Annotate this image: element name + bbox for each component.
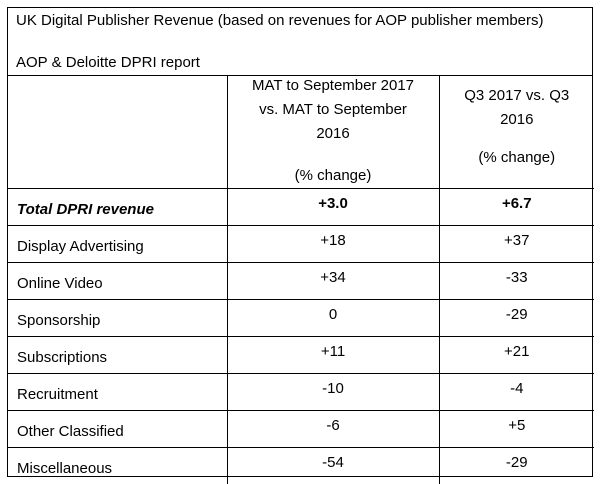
- table-row: Sponsorship 0 -29: [8, 300, 594, 337]
- row-mat-value: 0: [228, 300, 439, 323]
- row-q3-value: -33: [440, 263, 595, 286]
- row-q3-value: -4: [440, 374, 595, 397]
- header-mat: MAT to September 2017 vs. MAT to Septemb…: [227, 76, 439, 189]
- row-q3-value: -29: [440, 448, 595, 471]
- row-q3-value: +21: [440, 337, 595, 360]
- table-subtitle: AOP & Deloitte DPRI report: [16, 54, 200, 71]
- row-label: Other Classified: [8, 411, 227, 440]
- table-row: Total DPRI revenue +3.0 +6.7: [8, 189, 594, 226]
- row-label: Sponsorship: [8, 300, 227, 329]
- header-mat-line: MAT to September 2017: [228, 76, 439, 96]
- row-label: Total DPRI revenue: [8, 189, 227, 218]
- row-mat-value: +11: [228, 337, 439, 360]
- row-label: Miscellaneous: [8, 448, 227, 477]
- header-q3-unit: (% change): [440, 130, 595, 168]
- header-row: MAT to September 2017 vs. MAT to Septemb…: [8, 76, 594, 189]
- table-row: Online Video +34 -33: [8, 263, 594, 300]
- table-row: Display Advertising +18 +37: [8, 226, 594, 263]
- table-row: Subscriptions +11 +21: [8, 337, 594, 374]
- row-mat-value: +3.0: [228, 189, 439, 212]
- header-mat-line: vs. MAT to September: [228, 96, 439, 120]
- row-label: Display Advertising: [8, 226, 227, 255]
- row-mat-value: -54: [228, 448, 439, 471]
- row-mat-value: +34: [228, 263, 439, 286]
- row-mat-value: +18: [228, 226, 439, 249]
- table-row: Recruitment -10 -4: [8, 374, 594, 411]
- row-mat-value: -10: [228, 374, 439, 397]
- header-mat-unit: (% change): [228, 144, 439, 186]
- row-q3-value: +5: [440, 411, 595, 434]
- header-q3-line: Q3 2017 vs. Q3: [440, 76, 595, 106]
- table-row: Other Classified -6 +5: [8, 411, 594, 448]
- header-q3: Q3 2017 vs. Q3 2016 (% change): [439, 76, 594, 189]
- table-title: UK Digital Publisher Revenue (based on r…: [16, 12, 544, 29]
- row-label: Online Video: [8, 263, 227, 292]
- table-title-row: UK Digital Publisher Revenue (based on r…: [8, 8, 592, 76]
- row-label: Subscriptions: [8, 337, 227, 366]
- header-empty-cell: [8, 76, 227, 189]
- row-q3-value: +6.7: [440, 189, 595, 212]
- row-q3-value: +37: [440, 226, 595, 249]
- row-mat-value: -6: [228, 411, 439, 434]
- row-q3-value: -29: [440, 300, 595, 323]
- table-row: Miscellaneous -54 -29: [8, 448, 594, 484]
- revenue-table-frame: UK Digital Publisher Revenue (based on r…: [7, 7, 593, 477]
- revenue-table: MAT to September 2017 vs. MAT to Septemb…: [8, 76, 594, 484]
- header-mat-line: 2016: [228, 120, 439, 144]
- row-label: Recruitment: [8, 374, 227, 403]
- header-q3-line: 2016: [440, 106, 595, 130]
